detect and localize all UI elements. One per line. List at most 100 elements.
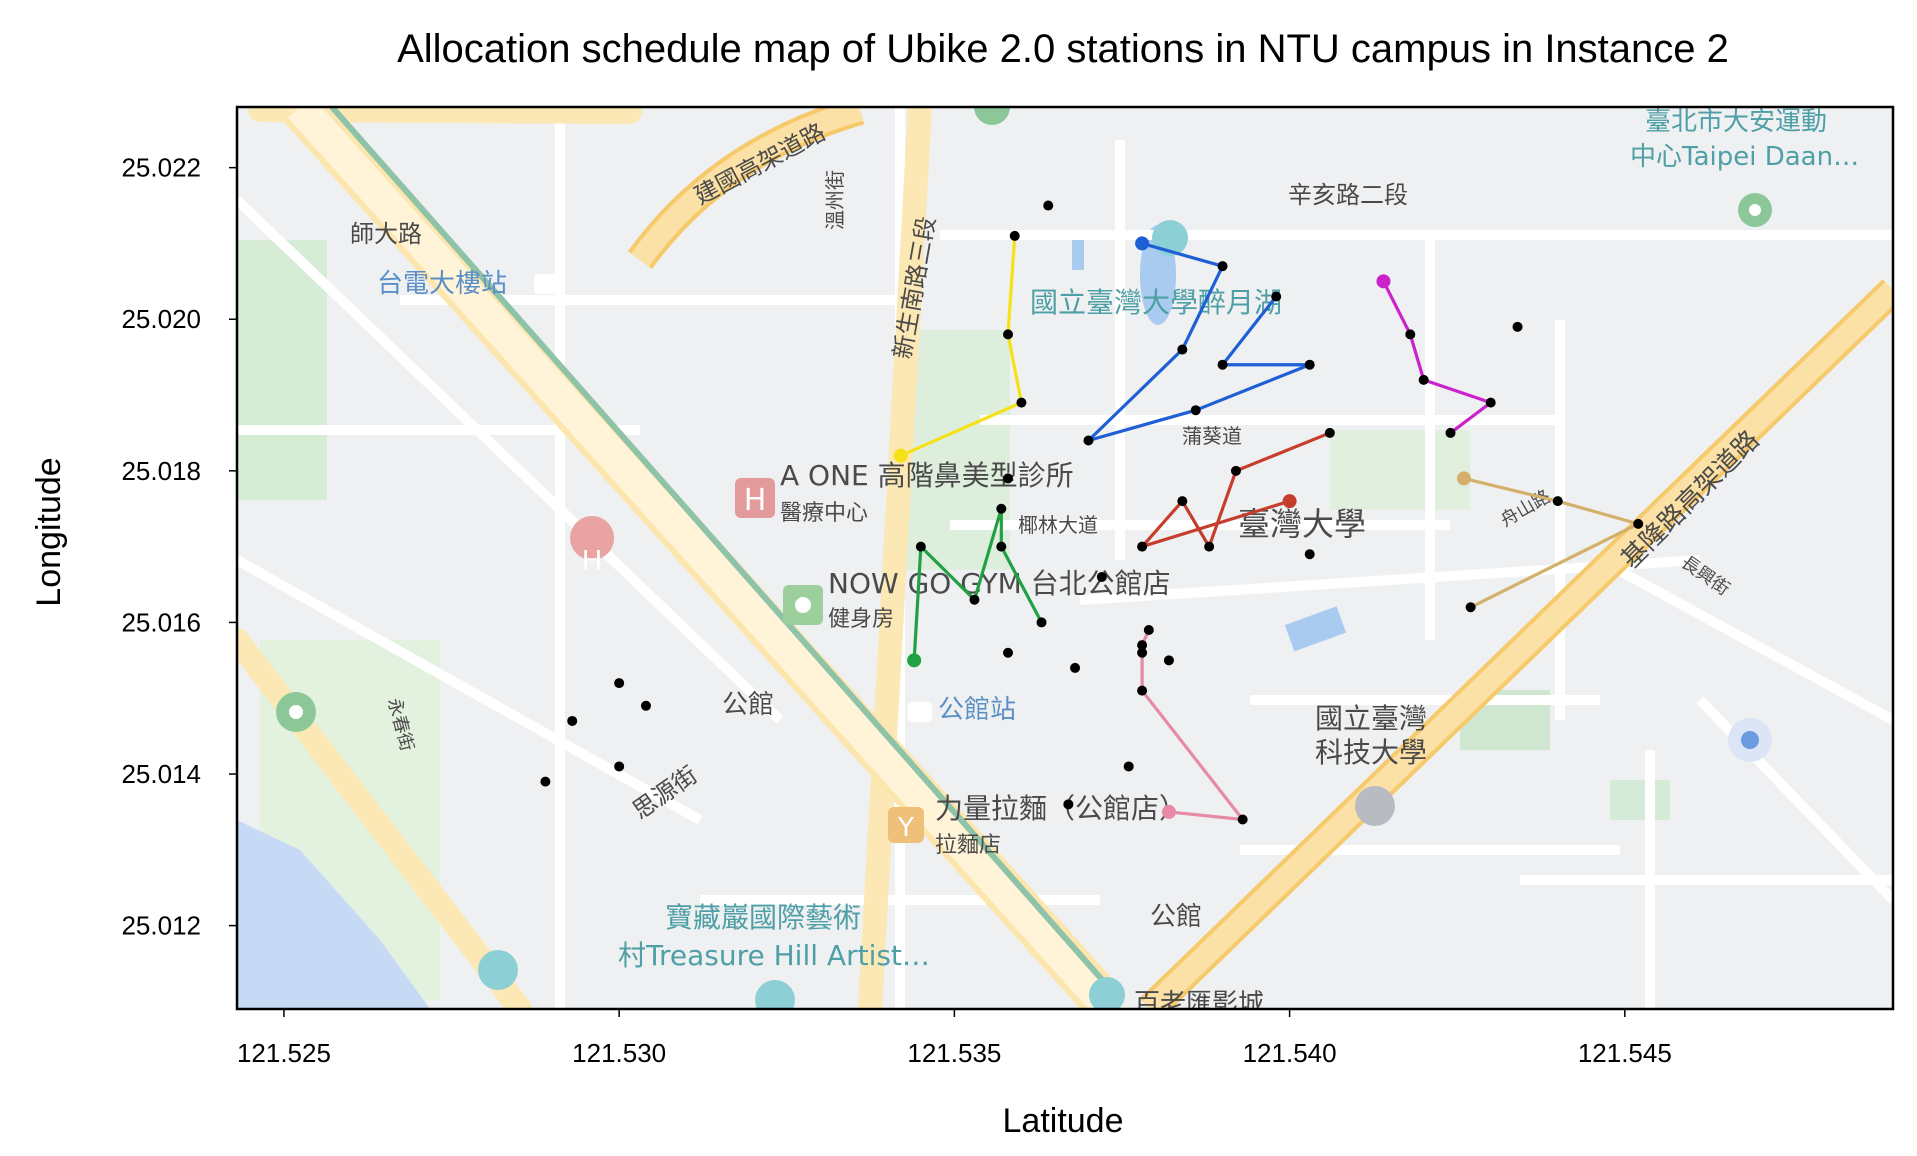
route-station xyxy=(1177,496,1188,507)
route-station xyxy=(1190,405,1201,416)
route-station xyxy=(1552,496,1563,507)
route-station xyxy=(1204,541,1215,552)
route-station xyxy=(1143,625,1154,636)
route-station xyxy=(1009,230,1020,241)
route-station xyxy=(915,541,926,552)
route-station xyxy=(969,594,980,605)
map-label-palm-blvd: 椰林大道 xyxy=(1018,513,1098,537)
y-tick-label: 25.016 xyxy=(121,607,201,637)
route-station xyxy=(1137,640,1148,651)
route-station xyxy=(1230,465,1241,476)
route-station xyxy=(1016,397,1027,408)
chart-title: Allocation schedule map of Ubike 2.0 sta… xyxy=(397,27,1729,71)
svg-text:H: H xyxy=(581,544,602,577)
route-station xyxy=(1083,435,1094,446)
route-station xyxy=(1324,427,1335,438)
route-station xyxy=(1137,685,1148,696)
station-point xyxy=(1137,647,1148,658)
route-start-station xyxy=(893,448,908,463)
map-label-daan-sports-2: 中心Taipei Daan… xyxy=(1630,142,1859,172)
x-tick-label: 121.525 xyxy=(237,1038,331,1068)
map-label-wenzhou-st: 溫州街 xyxy=(823,170,847,230)
route-start-station xyxy=(1282,494,1297,509)
map-label-treasure-1: 寶藏巖國際藝術 xyxy=(665,901,861,934)
route-station xyxy=(1271,291,1282,302)
route-line-4 xyxy=(1140,431,1331,549)
station-point xyxy=(640,700,651,711)
route-station xyxy=(1304,359,1315,370)
map-label-gongguan-2: 公館 xyxy=(1150,902,1202,932)
station-point xyxy=(1304,549,1315,560)
x-axis: 121.525 121.530 121.535 121.540 121.545 xyxy=(237,1009,1672,1068)
map-label-gongguan: 公館 xyxy=(722,690,774,720)
map-label-ntust-2: 科技大學 xyxy=(1315,736,1427,769)
route-start-station xyxy=(1376,274,1391,289)
station-point xyxy=(1123,761,1134,772)
station-point xyxy=(1163,655,1174,666)
map-label-daan-sports-1: 臺北市大安運動 xyxy=(1645,107,1827,137)
route-station xyxy=(1485,397,1496,408)
route-station xyxy=(1003,329,1014,340)
map-label-nowgo: NOW GO GYM 台北公館店 xyxy=(828,567,1171,600)
route-station xyxy=(996,503,1007,514)
route-start-station xyxy=(907,653,922,668)
y-tick-label: 25.018 xyxy=(121,456,201,486)
station-point xyxy=(1070,662,1081,673)
route-station xyxy=(1137,541,1148,552)
route-line-2 xyxy=(1086,241,1312,443)
map-label-ntust-1: 國立臺灣 xyxy=(1315,702,1427,735)
route-station xyxy=(1217,261,1228,272)
map-label-aone-sub: 醫療中心 xyxy=(780,501,868,526)
station-point xyxy=(1063,799,1074,810)
route-line-7 xyxy=(1463,476,1640,609)
route-start-station xyxy=(1456,471,1471,486)
station-point xyxy=(1003,647,1014,658)
map-label-nowgo-sub: 健身房 xyxy=(828,607,894,632)
route-start-station xyxy=(1161,804,1176,819)
y-axis: 25.012 25.014 25.016 25.018 25.020 25.022 xyxy=(121,153,237,941)
map-label-xinhai-rd: 辛亥路二段 xyxy=(1288,181,1408,209)
x-tick-label: 121.535 xyxy=(907,1038,1001,1068)
route-station xyxy=(1237,814,1248,825)
svg-text:H: H xyxy=(744,483,767,518)
station-point xyxy=(1043,200,1054,211)
y-tick-label: 25.020 xyxy=(121,304,201,334)
map-label-gongguan-station: 公館站 xyxy=(938,695,1016,725)
route-station xyxy=(1465,602,1476,613)
route-line-5 xyxy=(912,507,1043,661)
station-point xyxy=(567,715,578,726)
svg-text:Y: Y xyxy=(897,813,914,843)
map-label-aone: A ONE 高階鼻美型診所 xyxy=(780,459,1074,492)
station-point xyxy=(614,761,625,772)
map-label-taipower-station: 台電大樓站 xyxy=(377,269,507,299)
route-station xyxy=(1633,518,1644,529)
y-tick-label: 25.014 xyxy=(121,759,201,789)
route-station xyxy=(1405,329,1416,340)
stations xyxy=(540,200,1644,825)
station-point xyxy=(540,776,551,787)
route-start-station xyxy=(1135,236,1150,251)
route-station xyxy=(1177,344,1188,355)
y-tick-label: 25.022 xyxy=(121,153,201,183)
route-line-1 xyxy=(900,235,1024,458)
route-station xyxy=(1217,359,1228,370)
station-point xyxy=(1096,571,1107,582)
x-tick-label: 121.540 xyxy=(1243,1038,1337,1068)
map-label-ntu-lake: 國立臺灣大學醉月湖 xyxy=(1030,286,1282,319)
route-station xyxy=(1036,617,1047,628)
y-axis-label: Longitude xyxy=(30,457,68,606)
y-tick-label: 25.012 xyxy=(121,911,201,941)
x-tick-label: 121.545 xyxy=(1578,1038,1672,1068)
map-label-treasure-2: 村Treasure Hill Artist… xyxy=(618,939,930,972)
map-label-shida-rd: 師大路 xyxy=(350,220,422,248)
map-label-cinema: 百老匯影城 xyxy=(1134,989,1264,1019)
x-tick-label: 121.530 xyxy=(572,1038,666,1068)
x-axis-label: Latitude xyxy=(1003,1102,1124,1140)
map-label-lillian-sub: 拉麵店 xyxy=(935,833,1001,858)
route-station xyxy=(996,541,1007,552)
map-label-lillian: 力量拉麵（公館店） xyxy=(935,792,1187,825)
route-station xyxy=(1445,427,1456,438)
map-label-puhui-rd: 蒲葵道 xyxy=(1182,424,1242,448)
route-station xyxy=(1418,374,1429,385)
